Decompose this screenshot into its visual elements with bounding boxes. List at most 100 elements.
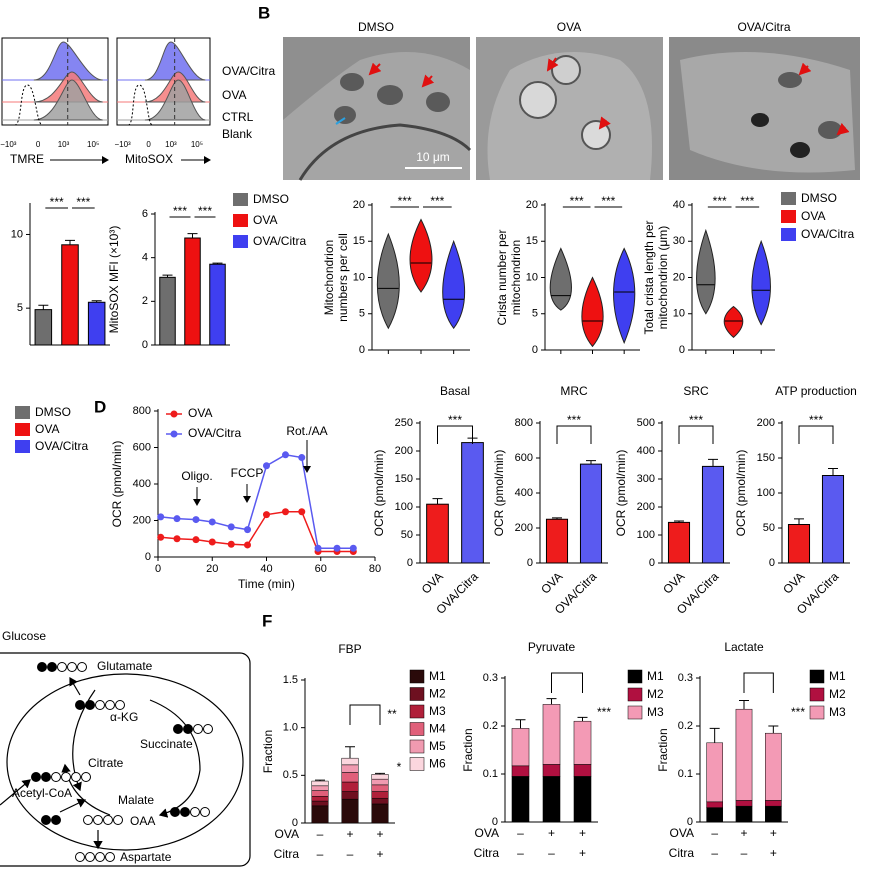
x-tick-label: 40 <box>260 563 272 575</box>
point <box>244 526 252 534</box>
y-tick-label: 400 <box>133 478 151 490</box>
micrograph-title: OVA/Citra <box>737 20 790 34</box>
legend-label: M3 <box>647 705 664 719</box>
y-axis-label: Crista number per <box>495 229 509 325</box>
bar <box>787 524 811 564</box>
legend-swatch <box>781 210 796 223</box>
condition-sign: + <box>548 826 555 840</box>
error-bar <box>552 517 562 520</box>
significance-label: ** <box>387 707 397 721</box>
condition-sign: + <box>740 826 747 840</box>
legend-label: DMSO <box>253 192 289 206</box>
legend-swatch <box>409 687 425 701</box>
legend-swatch <box>781 192 796 205</box>
error-bar <box>212 262 223 265</box>
point <box>173 515 181 523</box>
y-tick-label: 15 <box>353 235 365 247</box>
significance-label: *** <box>601 194 615 208</box>
y-tick-label: 0.5 <box>283 769 298 781</box>
significance-label: *** <box>76 195 90 209</box>
y-axis-label: Total crista length per <box>642 220 656 334</box>
chart-title: ATP production <box>775 384 857 398</box>
error-bar <box>38 304 49 310</box>
y-tick-label: 10 <box>673 308 685 320</box>
condition-label: Citra <box>274 847 300 861</box>
y-tick-label: 0 <box>492 816 498 828</box>
legend-swatch <box>409 739 425 754</box>
bar-segment <box>542 764 561 777</box>
y-tick-label: 0 <box>532 344 538 356</box>
y-tick-label: 0 <box>142 339 148 351</box>
y-axis-label: numbers per cell <box>336 233 350 322</box>
y-tick-label: 0 <box>407 557 413 569</box>
error-bar <box>315 779 325 782</box>
micrograph <box>669 37 860 180</box>
y-axis-label: Fraction <box>656 728 670 771</box>
bar-segment <box>371 778 389 786</box>
y-tick-label: 400 <box>637 445 655 457</box>
y-tick-label: 10 <box>526 271 538 283</box>
y-tick-label: 4 <box>142 252 148 264</box>
legend-label: M6 <box>429 757 446 771</box>
point <box>281 508 289 516</box>
bar <box>159 276 176 346</box>
y-tick-label: 800 <box>515 417 533 429</box>
panel-label: F <box>262 611 272 630</box>
bar <box>426 503 449 564</box>
x-tick-label: 60 <box>315 563 327 575</box>
condition-sign: – <box>517 846 524 860</box>
x-tick-label: 10⁵ <box>191 140 203 149</box>
point <box>157 533 165 541</box>
legend-label: M3 <box>429 704 446 718</box>
condition-label: Citra <box>669 846 695 860</box>
flow-panel <box>1 37 109 126</box>
legend-marker <box>170 410 178 418</box>
bar <box>461 442 484 564</box>
error-bar <box>577 716 588 722</box>
diagram-node: Glutamate <box>97 659 153 673</box>
carbon-dots <box>31 662 213 862</box>
significance-label: *** <box>740 194 754 208</box>
condition-sign: + <box>770 826 777 840</box>
bar-segment <box>542 704 561 765</box>
condition-label: OVA <box>475 826 499 840</box>
legend-label: M1 <box>647 669 664 683</box>
legend-swatch <box>15 406 30 419</box>
violin <box>376 232 400 330</box>
y-tick-label: 20 <box>353 199 365 211</box>
error-bar <box>768 725 779 734</box>
violin <box>751 239 771 326</box>
legend-label: CTRL <box>222 110 254 124</box>
point <box>227 540 235 548</box>
legend-marker <box>170 430 178 438</box>
bar <box>209 263 226 346</box>
y-tick-label: 800 <box>133 405 151 417</box>
y-axis-label: Mitochondrion <box>322 240 336 315</box>
bar <box>87 301 106 346</box>
legend-swatch <box>409 704 425 719</box>
point <box>263 511 270 519</box>
bar-segment <box>371 803 389 824</box>
legend-swatch <box>627 705 643 720</box>
error-bar <box>345 746 355 759</box>
legend-swatch <box>627 669 643 684</box>
condition-sign: – <box>711 846 718 860</box>
significance-bracket <box>349 704 381 725</box>
error-bar <box>794 518 804 525</box>
legend-label: M2 <box>429 687 446 701</box>
legend-label: OVA <box>188 406 212 420</box>
y-tick-label: 200 <box>395 445 413 457</box>
significance-label: *** <box>173 204 187 218</box>
legend-label: M2 <box>647 687 664 701</box>
diagram-node: Citrate <box>88 756 124 770</box>
violin <box>723 305 744 338</box>
y-tick-label: 0 <box>292 817 298 829</box>
legend-label: M4 <box>429 722 446 736</box>
legend-label: OVA <box>801 209 825 223</box>
condition-label: Citra <box>474 846 500 860</box>
bar-segment <box>311 780 329 787</box>
bar-segment <box>511 728 530 767</box>
legend-swatch <box>781 228 796 241</box>
y-axis-label: Fraction <box>461 728 475 771</box>
